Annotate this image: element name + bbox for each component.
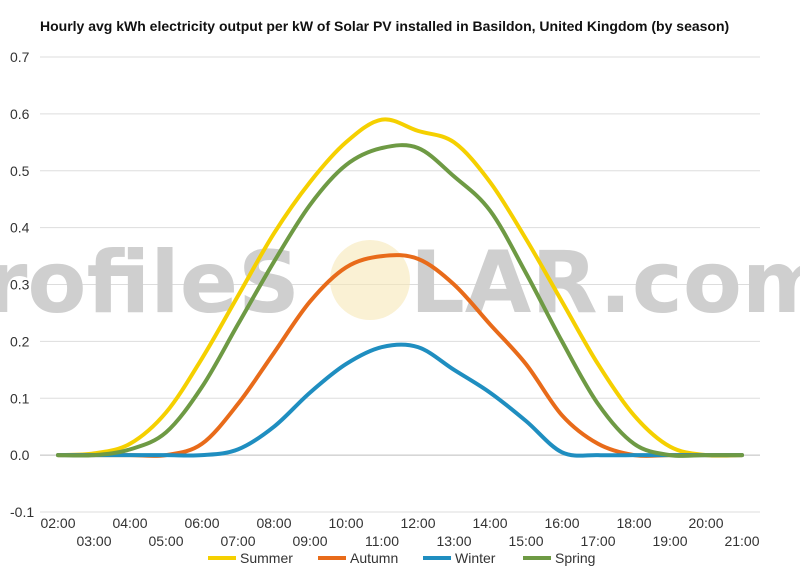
series-line-spring — [56, 143, 744, 458]
y-tick-label: -0.1 — [10, 504, 34, 520]
legend: Summer Autumn Winter Spring — [208, 550, 595, 566]
x-tick-label: 02:00 — [40, 515, 75, 531]
watermark: profileS LAR.com — [0, 233, 800, 333]
x-tick-label: 15:00 — [508, 533, 543, 549]
x-tick-label: 07:00 — [220, 533, 255, 549]
watermark-text-left: profileS — [0, 233, 300, 333]
y-tick-label: 0.7 — [10, 49, 30, 65]
series-lines — [56, 117, 744, 458]
x-tick-label: 08:00 — [256, 515, 291, 531]
x-tick-label: 03:00 — [76, 533, 111, 549]
y-tick-label: 0.4 — [10, 220, 30, 236]
y-tick-label: 0.2 — [10, 333, 30, 349]
x-tick-label: 06:00 — [184, 515, 219, 531]
x-tick-label: 05:00 — [148, 533, 183, 549]
series-line-winter — [56, 342, 744, 458]
x-tick-label: 21:00 — [724, 533, 759, 549]
chart-title: Hourly avg kWh electricity output per kW… — [40, 18, 730, 34]
x-tick-label: 12:00 — [400, 515, 435, 531]
y-tick-label: 0.5 — [10, 163, 30, 179]
legend-label: Winter — [455, 550, 496, 566]
x-tick-label: 20:00 — [688, 515, 723, 531]
y-tick-label: 0.0 — [10, 447, 30, 463]
x-tick-label: 19:00 — [652, 533, 687, 549]
x-tick-label: 09:00 — [292, 533, 327, 549]
y-tick-label: 0.6 — [10, 106, 30, 122]
x-tick-label: 17:00 — [580, 533, 615, 549]
x-tick-label: 14:00 — [472, 515, 507, 531]
y-tick-label: 0.3 — [10, 277, 30, 293]
x-axis: 02:00 04:00 06:00 08:00 10:00 12:00 14:00 16:00… — [40, 515, 759, 549]
x-tick-label: 11:00 — [365, 533, 399, 549]
watermark-text-right: LAR.com — [410, 233, 800, 333]
y-axis: -0.1 0.0 0.1 0.2 0.3 0.4 0.5 0.6 0.7 — [10, 49, 34, 520]
x-tick-label: 16:00 — [544, 515, 579, 531]
series-line-summer — [56, 117, 744, 458]
x-tick-label: 13:00 — [436, 533, 471, 549]
legend-label: Spring — [555, 550, 595, 566]
x-tick-label: 18:00 — [616, 515, 651, 531]
legend-label: Summer — [240, 550, 293, 566]
watermark-sun-icon — [330, 240, 410, 320]
legend-label: Autumn — [350, 550, 398, 566]
x-tick-label: 10:00 — [328, 515, 363, 531]
y-tick-label: 0.1 — [10, 390, 30, 406]
x-tick-label: 04:00 — [112, 515, 147, 531]
